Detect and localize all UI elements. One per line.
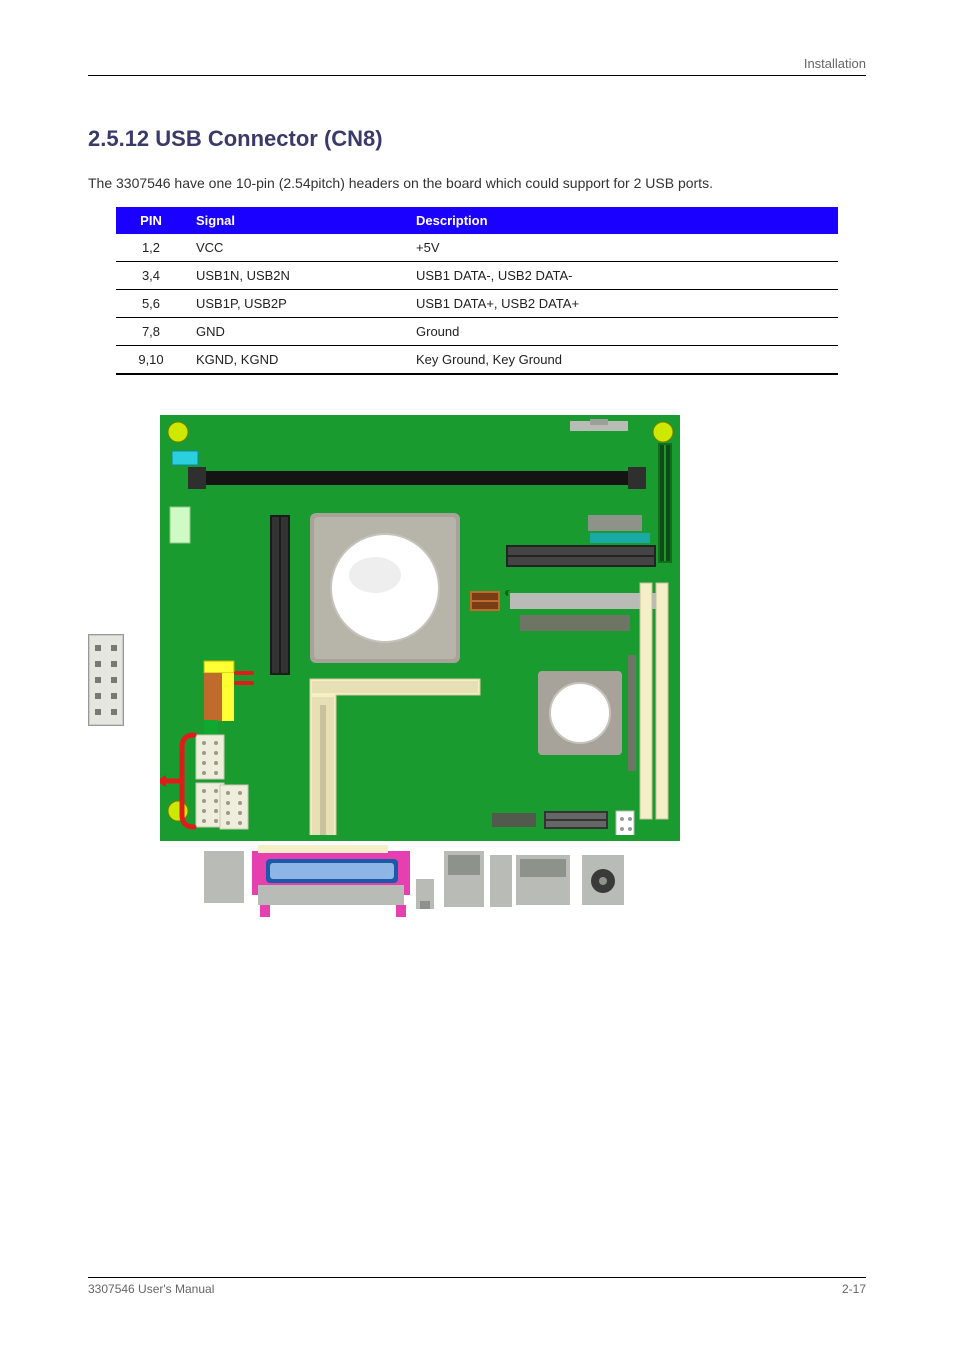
table-row: 1,2 VCC +5V	[116, 234, 838, 262]
col-pin: PIN	[116, 207, 186, 234]
board-svg	[160, 415, 680, 940]
header-right: Installation	[88, 56, 866, 71]
pin-header-icon	[88, 634, 124, 726]
col-signal: Signal	[186, 207, 406, 234]
board-diagram	[160, 415, 866, 945]
pin-table: PIN Signal Description 1,2 VCC +5V 3,4 U…	[116, 207, 838, 375]
header-rule	[88, 75, 866, 76]
table-row: 7,8 GND Ground	[116, 317, 838, 345]
footer-right: 2-17	[842, 1282, 866, 1296]
figure-area	[88, 415, 866, 945]
table-row: 3,4 USB1N, USB2N USB1 DATA-, USB2 DATA-	[116, 261, 838, 289]
page-header: Installation	[88, 56, 866, 76]
page-footer: 3307546 User's Manual 2-17	[88, 1277, 866, 1296]
pin-table-wrap: PIN Signal Description 1,2 VCC +5V 3,4 U…	[116, 207, 838, 375]
footer-rule	[88, 1277, 866, 1278]
table-row: 5,6 USB1P, USB2P USB1 DATA+, USB2 DATA+	[116, 289, 838, 317]
content-area: 2.5.12 USB Connector (CN8) The 3307546 h…	[88, 126, 866, 945]
col-desc: Description	[406, 207, 838, 234]
table-row: 9,10 KGND, KGND Key Ground, Key Ground	[116, 345, 838, 374]
pin-header-inset	[88, 634, 124, 726]
section-title: 2.5.12 USB Connector (CN8)	[88, 126, 866, 152]
footer-left: 3307546 User's Manual	[88, 1282, 214, 1296]
section-paragraph: The 3307546 have one 10-pin (2.54pitch) …	[88, 174, 866, 193]
